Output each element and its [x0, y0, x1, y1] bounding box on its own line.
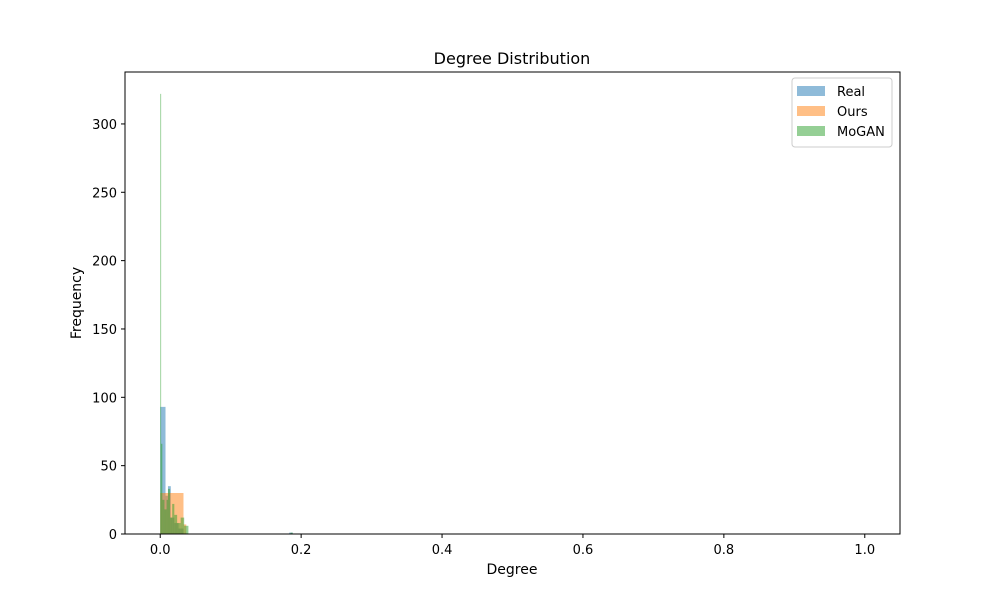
bar-mogan — [160, 443, 163, 534]
x-tick-label: 0.6 — [573, 543, 594, 558]
bar-mogan — [164, 509, 167, 534]
bar-mogan — [166, 499, 168, 534]
y-tick-label: 0 — [109, 528, 117, 543]
bar-mogan — [174, 514, 178, 534]
x-tick-label: 0.4 — [432, 543, 453, 558]
legend-label-real: Real — [837, 85, 865, 100]
bar-mogan — [170, 517, 173, 534]
bar-mogan — [162, 499, 165, 534]
bar-mogan — [160, 93, 162, 535]
y-tick-label: 300 — [92, 118, 117, 133]
x-tick-label: 0.0 — [150, 543, 171, 558]
bar-mogan — [180, 517, 185, 534]
bar-mogan — [177, 523, 181, 534]
y-axis-ticks: 0 50 100 150 200 250 300 — [92, 118, 125, 543]
y-tick-label: 200 — [92, 255, 117, 270]
legend-swatch-mogan — [797, 126, 825, 136]
y-tick-label: 100 — [92, 391, 117, 406]
x-tick-label: 1.0 — [854, 543, 875, 558]
x-axis-label: Degree — [487, 562, 538, 578]
bar-mogan — [290, 532, 293, 534]
y-axis-label: Frequency — [69, 267, 85, 339]
bar-mogan — [167, 488, 171, 534]
bars-group — [160, 93, 293, 535]
legend-label-ours: Ours — [837, 105, 868, 120]
y-tick-label: 150 — [92, 323, 117, 338]
x-axis-ticks: 0.0 0.2 0.4 0.6 0.8 1.0 — [150, 534, 875, 558]
plot-frame — [124, 71, 901, 535]
bar-mogan — [172, 503, 175, 534]
bar-real — [160, 406, 166, 534]
x-tick-label: 0.2 — [291, 543, 312, 558]
legend-swatch-real — [797, 86, 825, 96]
x-tick-label: 0.8 — [714, 543, 735, 558]
legend-swatch-ours — [797, 106, 825, 116]
y-tick-label: 250 — [92, 186, 117, 201]
bar-mogan — [184, 525, 189, 534]
legend-label-mogan: MoGAN — [837, 125, 885, 140]
y-tick-label: 50 — [100, 460, 117, 475]
chart-title: Degree Distribution — [434, 49, 591, 68]
legend: Real Ours MoGAN — [791, 77, 893, 148]
